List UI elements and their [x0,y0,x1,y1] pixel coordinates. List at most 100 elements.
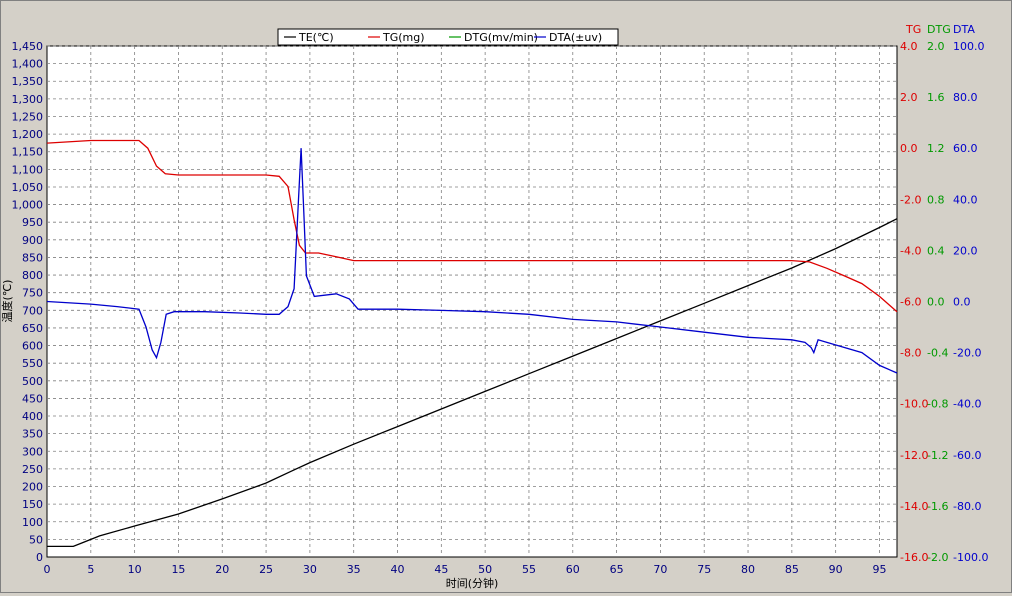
x-tick-label: 35 [347,563,361,576]
right-tick-label: 20.0 [953,244,978,257]
right-tick-label: 0.0 [900,142,918,155]
right-axis-title: DTA [953,23,975,36]
series-line-4 [46,148,898,374]
x-tick-label: 45 [434,563,448,576]
y-tick-label: 250 [22,463,43,476]
legend-label: DTA(±uv) [549,31,602,44]
y-tick-label: 850 [22,251,43,264]
right-tick-label: 4.0 [900,40,918,53]
right-axes: TG 4.0 2.0 0.0 -2.0 -4.0 -6.0 -8.0 -10.0 -12.0 -14… [900,23,988,564]
series-line-1 [47,218,898,548]
right-tick-label: -2.0 [927,551,948,564]
right-tick-label: 40.0 [953,193,978,206]
right-tick-label: -60.0 [953,449,981,462]
y-tick-label: 300 [22,445,43,458]
right-tick-label: 2.0 [927,40,945,53]
x-tick-label: 80 [741,563,755,576]
right-axis-title: TG [905,23,921,36]
x-axis: 0 5 10 15 20 25 30 35 40 45 50 55 60 65 70 75 80 85 90 95 [44,563,887,576]
right-tick-label: 0.4 [927,244,945,257]
right-tick-label: 0.8 [927,193,945,206]
y-axis-label: 温度(℃) [1,280,14,323]
grid-lines [47,45,897,557]
y-tick-label: 1,450 [12,40,44,53]
y-tick-label: 450 [22,392,43,405]
y-tick-label: 100 [22,516,43,529]
y-tick-label: 800 [22,269,43,282]
x-tick-label: 50 [478,563,492,576]
right-tick-label: -40.0 [953,398,981,411]
right-tick-label: 80.0 [953,91,978,104]
y-tick-label: 550 [22,357,43,370]
x-tick-label: 25 [259,563,273,576]
x-tick-label: 55 [522,563,536,576]
y-tick-label: 1,150 [12,146,44,159]
x-tick-label: 15 [171,563,185,576]
y-tick-label: 700 [22,304,43,317]
legend-label: TG(mg) [382,31,425,44]
right-tick-label: -1.2 [927,449,948,462]
right-tick-label: 1.2 [927,142,945,155]
right-tick-label: -6.0 [900,296,921,309]
y-tick-label: 1,050 [12,181,44,194]
x-tick-label: 65 [610,563,624,576]
y-tick-label: 1,350 [12,75,44,88]
y-tick-label: 200 [22,481,43,494]
right-tick-label: 60.0 [953,142,978,155]
right-tick-label: -8.0 [900,347,921,360]
series-layer [46,139,898,548]
right-tick-label: -4.0 [900,244,921,257]
series-line-2 [46,139,898,313]
legend-label: DTG(mv/min) [464,31,538,44]
right-tick-label: 0.0 [953,296,971,309]
right-tick-label: 1.6 [927,91,945,104]
x-tick-label: 60 [566,563,580,576]
right-tick-label: -1.6 [927,500,948,513]
x-tick-label: 5 [87,563,94,576]
right-tick-label: -2.0 [900,193,921,206]
right-tick-label: 2.0 [900,91,918,104]
y-tick-label: 1,100 [12,163,44,176]
y-tick-label: 0 [36,551,43,564]
y-tick-label: 150 [22,498,43,511]
plot-area [46,45,898,558]
x-tick-label: 0 [44,563,51,576]
y-tick-label: 650 [22,322,43,335]
x-tick-label: 95 [872,563,886,576]
y-tick-label: 1,400 [12,58,44,71]
legend: TE(℃) TG(mg) DTG(mv/min) DTA(±uv) [277,28,619,46]
y-tick-label: 500 [22,375,43,388]
right-tick-label: -80.0 [953,500,981,513]
right-tick-label: 0.0 [927,296,945,309]
x-tick-label: 70 [653,563,667,576]
y-tick-label: 350 [22,428,43,441]
x-tick-label: 85 [785,563,799,576]
x-tick-label: 40 [391,563,405,576]
y-tick-label: 900 [22,234,43,247]
left-axis: 0 50 100 150 200 250 300 350 400 450 500 550 600 650 7… [12,40,44,564]
x-tick-label: 90 [829,563,843,576]
right-tick-label: -100.0 [953,551,988,564]
x-tick-label: 75 [697,563,711,576]
right-tick-label: -14.0 [900,500,928,513]
y-tick-label: 1,300 [12,93,44,106]
right-tick-label: -0.8 [927,398,948,411]
y-tick-label: 1,200 [12,128,44,141]
y-tick-label: 750 [22,287,43,300]
y-tick-label: 1,250 [12,110,44,123]
x-axis-label: 时间(分钟) [446,576,499,590]
y-tick-label: 600 [22,340,43,353]
right-axis-title: DTG [927,23,951,36]
right-tick-label: -16.0 [900,551,928,564]
x-tick-label: 20 [215,563,229,576]
right-tick-label: -0.4 [927,347,948,360]
y-tick-label: 950 [22,216,43,229]
right-tick-label: 100.0 [953,40,985,53]
right-tick-label: -10.0 [900,398,928,411]
x-tick-label: 30 [303,563,317,576]
right-tick-label: -20.0 [953,347,981,360]
y-tick-label: 50 [29,533,43,546]
x-tick-label: 10 [128,563,142,576]
